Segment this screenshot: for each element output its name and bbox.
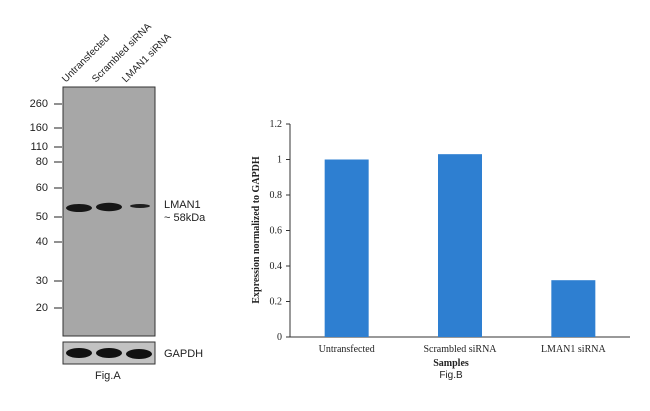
x-axis-title: Samples	[433, 358, 469, 369]
mw-marker-60: 60	[35, 182, 48, 194]
target-label: LMAN1	[164, 199, 201, 211]
y-tick-label: 0	[277, 332, 282, 343]
mw-marker-110: 110	[30, 141, 48, 153]
mw-marker-50: 50	[35, 211, 48, 223]
mw-marker-260: 260	[29, 98, 48, 110]
x-tick-label: Scrambled siRNA	[423, 344, 497, 355]
y-tick-label: 0.8	[270, 190, 283, 201]
mw-marker-30: 30	[35, 275, 48, 287]
bar-1	[438, 154, 482, 337]
y-tick-label: 0.6	[270, 226, 283, 237]
target-size-label: ~ 58kDa	[164, 212, 206, 224]
mw-marker-160: 160	[29, 122, 48, 134]
x-tick-label: LMAN1 siRNA	[541, 344, 607, 355]
y-tick-label: 1.2	[270, 119, 283, 130]
y-tick-label: 0.2	[270, 297, 283, 308]
y-axis-title: Expression normalized to GAPDH	[251, 156, 262, 304]
control-label: GAPDH	[164, 348, 204, 360]
bar-0	[324, 159, 369, 337]
y-tick-label: 1	[277, 155, 282, 166]
bar-2	[551, 280, 596, 337]
fig-a-caption: Fig.A	[95, 370, 121, 382]
mw-marker-40: 40	[35, 236, 48, 248]
x-tick-label: Untransfected	[319, 344, 375, 355]
fig-b-caption: Fig.B	[439, 370, 463, 381]
mw-marker-80: 80	[35, 156, 48, 168]
mw-marker-20: 20	[35, 302, 48, 314]
y-tick-label: 0.4	[270, 261, 283, 272]
